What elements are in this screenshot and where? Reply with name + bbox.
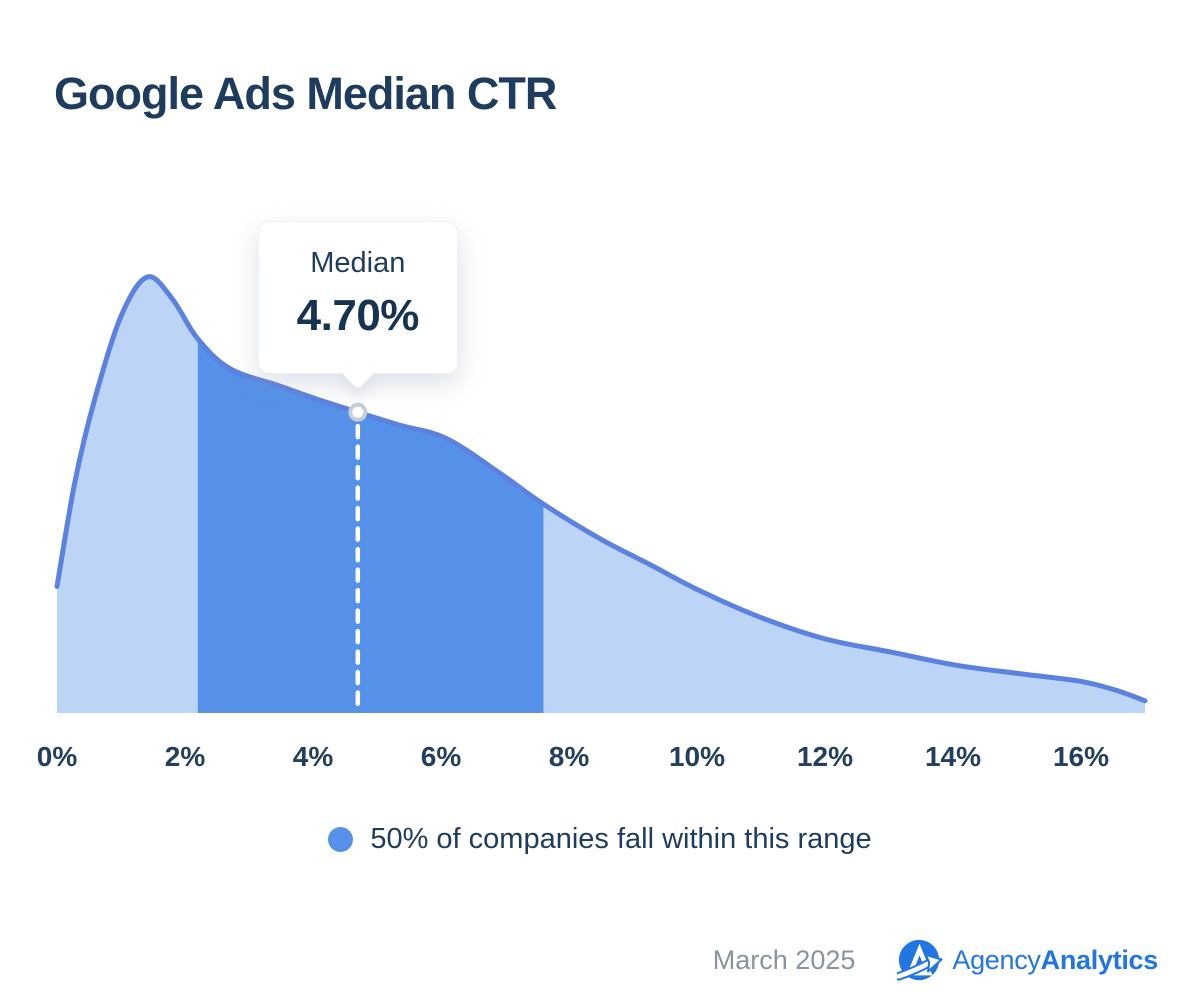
median-tooltip-value: 4.70%: [296, 291, 420, 340]
x-axis: 0% 2% 4% 6% 8% 10% 12% 14% 16%: [0, 741, 1200, 775]
agency-analytics-logo-icon: [897, 939, 943, 981]
x-tick-label-16: 16%: [1052, 741, 1110, 772]
x-tick-label-8: 8%: [548, 741, 590, 772]
median-marker-dot[interactable]: [348, 402, 368, 422]
page-title: Google Ads Median CTR: [54, 68, 557, 120]
legend-label: 50% of companies fall within this range: [370, 823, 872, 855]
brand-regular: Agency: [952, 944, 1041, 975]
x-tick-label-4: 4%: [292, 741, 334, 772]
x-tick-label-10: 10%: [668, 741, 726, 772]
legend: 50% of companies fall within this range: [0, 823, 1200, 856]
x-tick-label-12: 12%: [796, 741, 854, 772]
brand-bold: Analytics: [1040, 944, 1159, 975]
median-tooltip: Median 4.70%: [257, 221, 458, 391]
x-tick-label-2: 2%: [164, 741, 206, 772]
x-tick-label-14: 14%: [924, 741, 982, 772]
density-area-iqr-dark: [197, 338, 544, 713]
legend-dot-icon: [328, 827, 354, 852]
footer-date: March 2025: [712, 944, 856, 975]
x-tick-label-6: 6%: [420, 741, 462, 772]
x-tick-label-0: 0%: [36, 741, 78, 772]
median-tooltip-label: Median: [310, 247, 406, 279]
density-curve-line: [54, 274, 1148, 704]
agency-analytics-wordmark: AgencyAnalytics: [952, 945, 1158, 976]
footer: March 2025 AgencyAnalytics: [713, 934, 1158, 986]
agency-analytics-logo: AgencyAnalytics: [897, 937, 1158, 983]
